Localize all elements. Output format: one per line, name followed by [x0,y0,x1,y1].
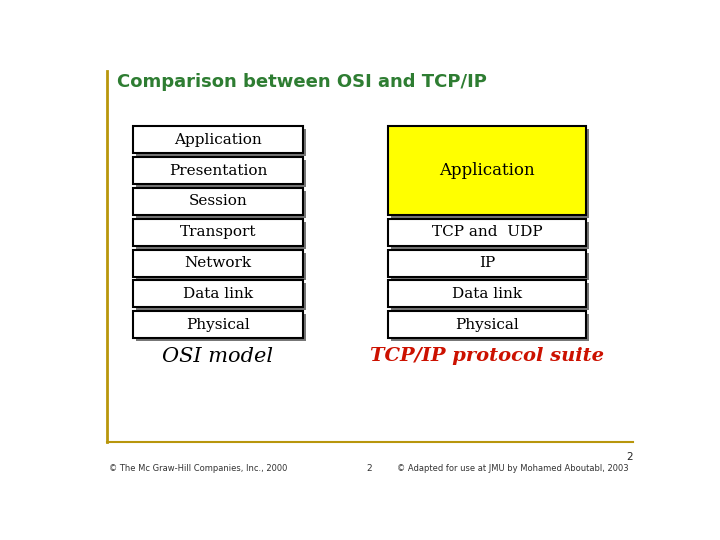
FancyBboxPatch shape [136,160,306,187]
FancyBboxPatch shape [136,222,306,249]
FancyBboxPatch shape [392,222,589,249]
Text: Application: Application [174,133,262,147]
Text: TCP/IP protocol suite: TCP/IP protocol suite [370,347,604,364]
Text: © The Mc Graw-Hill Companies, Inc., 2000: © The Mc Graw-Hill Companies, Inc., 2000 [109,464,288,473]
Text: Transport: Transport [179,225,256,239]
FancyBboxPatch shape [388,249,586,276]
Text: Physical: Physical [455,318,519,332]
Text: Comparison between OSI and TCP/IP: Comparison between OSI and TCP/IP [117,73,487,91]
FancyBboxPatch shape [136,191,306,218]
FancyBboxPatch shape [136,253,306,280]
FancyBboxPatch shape [392,314,589,341]
Text: Session: Session [189,194,247,208]
FancyBboxPatch shape [388,126,586,215]
Text: Data link: Data link [452,287,522,301]
Text: IP: IP [479,256,495,270]
Text: Presentation: Presentation [168,164,267,178]
FancyBboxPatch shape [132,280,303,307]
FancyBboxPatch shape [132,188,303,215]
FancyBboxPatch shape [388,280,586,307]
Text: Network: Network [184,256,251,270]
FancyBboxPatch shape [392,130,589,218]
Text: Physical: Physical [186,318,250,332]
FancyBboxPatch shape [388,219,586,246]
FancyBboxPatch shape [132,249,303,276]
FancyBboxPatch shape [136,314,306,341]
FancyBboxPatch shape [136,284,306,310]
FancyBboxPatch shape [392,284,589,310]
FancyBboxPatch shape [132,157,303,184]
FancyBboxPatch shape [392,253,589,280]
FancyBboxPatch shape [388,311,586,338]
Text: OSI model: OSI model [163,347,274,366]
Text: 2: 2 [626,452,632,462]
FancyBboxPatch shape [132,219,303,246]
Text: Data link: Data link [183,287,253,301]
Text: © Adapted for use at JMU by Mohamed Aboutabl, 2003: © Adapted for use at JMU by Mohamed Abou… [397,464,629,473]
Text: Application: Application [439,162,535,179]
FancyBboxPatch shape [136,130,306,157]
Text: 2: 2 [366,464,372,473]
FancyBboxPatch shape [132,126,303,153]
Text: TCP and  UDP: TCP and UDP [432,225,542,239]
FancyBboxPatch shape [132,311,303,338]
